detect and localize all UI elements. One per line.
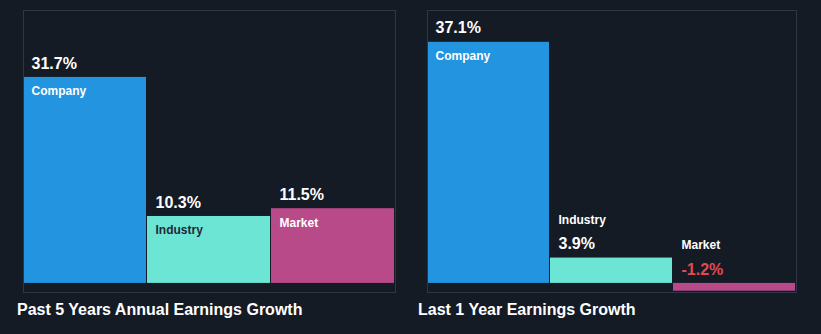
svg-text:11.5%: 11.5% bbox=[280, 186, 324, 203]
svg-text:Market: Market bbox=[280, 216, 319, 230]
svg-text:-1.2%: -1.2% bbox=[682, 261, 724, 278]
html-text:Last 1 Year Earnings Growth: Last 1 Year Earnings Growth bbox=[418, 301, 636, 318]
svg-text:Market: Market bbox=[682, 238, 721, 252]
svg-text:3.9%: 3.9% bbox=[559, 235, 595, 252]
svg-text:10.3%: 10.3% bbox=[156, 194, 201, 211]
html-text:Past 5 Years Annual Earnings G: Past 5 Years Annual Earnings Growth bbox=[17, 301, 303, 318]
svg-text:Industry: Industry bbox=[559, 213, 607, 227]
svg-text:Company: Company bbox=[436, 49, 491, 63]
svg-text:37.1%: 37.1% bbox=[436, 19, 481, 36]
svg-text:Industry: Industry bbox=[156, 223, 204, 237]
svg-text:31.7%: 31.7% bbox=[32, 55, 77, 72]
svg-text:Company: Company bbox=[32, 84, 87, 98]
